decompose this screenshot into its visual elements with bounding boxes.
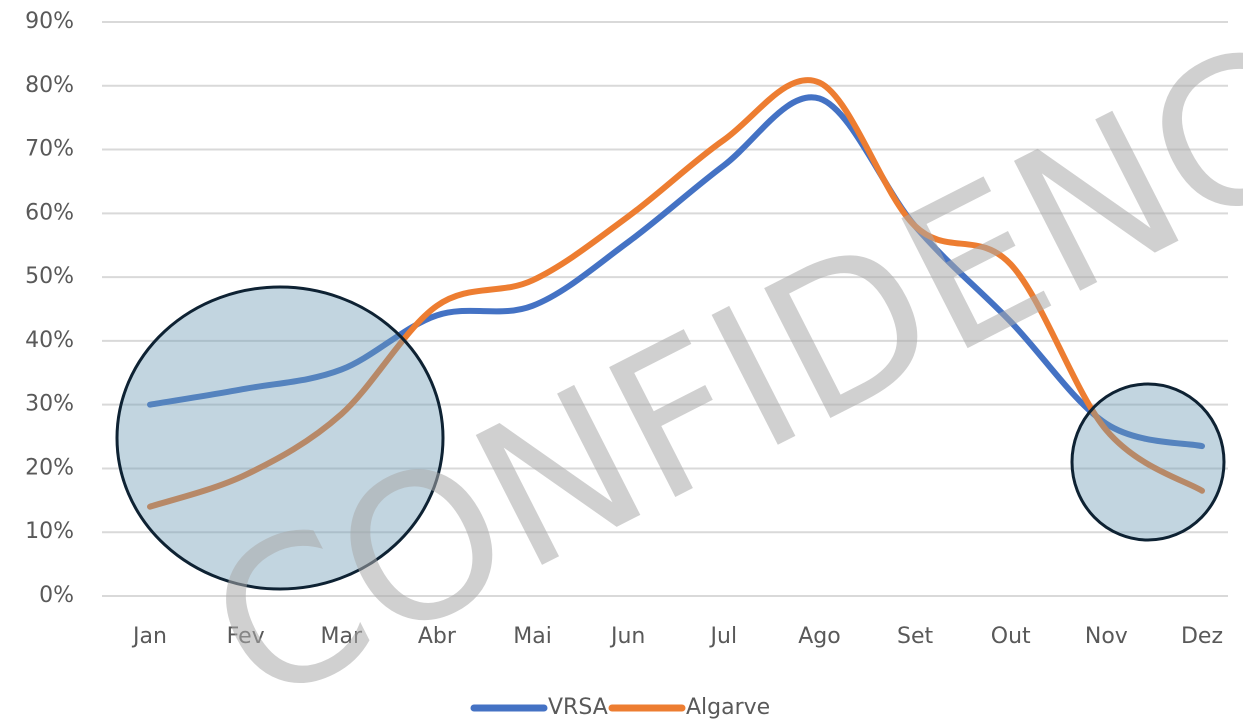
x-tick-label: Abr bbox=[418, 624, 457, 649]
y-tick-label: 10% bbox=[25, 519, 74, 544]
x-tick-label: Jun bbox=[609, 624, 645, 649]
legend-label: Algarve bbox=[686, 695, 770, 720]
series-line bbox=[147, 77, 1205, 510]
grid: 0% 10% 20% 30% 40% 50% 60% 70% 80% 90% Jan Fev Mar Ab… bbox=[25, 9, 1228, 649]
legend-label: VRSA bbox=[548, 695, 608, 720]
x-tick-label: Mar bbox=[321, 624, 363, 649]
y-tick-label: 50% bbox=[25, 264, 74, 289]
x-tick-label: Nov bbox=[1085, 624, 1128, 649]
y-tick-label: 60% bbox=[25, 200, 74, 225]
y-tick-label: 70% bbox=[25, 137, 74, 162]
x-tick-label: Ago bbox=[798, 624, 840, 649]
y-tick-label: 40% bbox=[25, 328, 74, 353]
x-tick-label: Set bbox=[897, 624, 934, 649]
legend: VRSA Algarve bbox=[470, 695, 770, 720]
x-tick-label: Dez bbox=[1181, 624, 1223, 649]
y-tick-label: 80% bbox=[25, 73, 74, 98]
x-tick-label: Out bbox=[991, 624, 1031, 649]
plot bbox=[147, 77, 1205, 510]
y-tick-label: 0% bbox=[39, 583, 74, 608]
x-tick-label: Jan bbox=[131, 624, 167, 649]
x-tick-label: Mai bbox=[513, 624, 552, 649]
x-tick-label: Jul bbox=[709, 624, 738, 649]
series-line bbox=[147, 94, 1205, 450]
y-tick-label: 20% bbox=[25, 455, 74, 480]
x-tick-label: Fev bbox=[227, 624, 265, 649]
y-tick-label: 30% bbox=[25, 392, 74, 417]
y-tick-label: 90% bbox=[25, 9, 74, 34]
highlight-circle bbox=[1070, 382, 1226, 542]
highlight-circle bbox=[115, 285, 445, 591]
